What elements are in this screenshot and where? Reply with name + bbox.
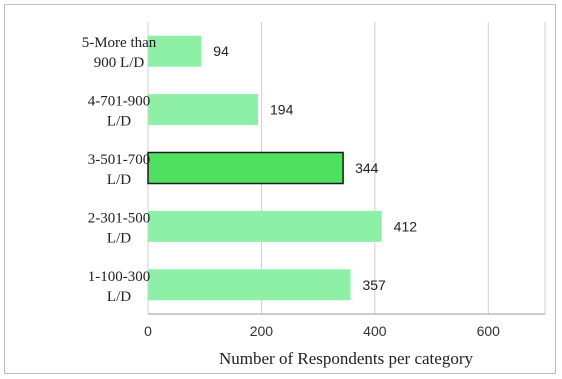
chart-frame [4, 4, 556, 374]
bar-value-label: 344 [355, 160, 379, 176]
y-category-label: 4-701-900 [88, 94, 151, 110]
bar-value-label: 94 [213, 43, 229, 59]
y-category-label: 3-501-700 [88, 152, 151, 168]
x-axis-title: Number of Respondents per category [219, 349, 473, 368]
x-tick-label: 600 [477, 323, 501, 339]
bar-value-label: 357 [362, 277, 386, 293]
x-tick-label: 0 [144, 323, 152, 339]
x-tick-label: 200 [250, 323, 274, 339]
bar [147, 151, 344, 185]
y-category-label: 900 L/D [94, 55, 145, 71]
bar [148, 210, 382, 242]
y-category-label: 1-100-300 [88, 269, 151, 285]
x-tick-label: 400 [363, 323, 387, 339]
bar [148, 35, 202, 67]
bar-value-label: 194 [270, 102, 294, 118]
bar-value-label: 412 [394, 218, 418, 234]
y-category-label: L/D [107, 172, 131, 188]
gridlines [147, 22, 546, 315]
y-category-label: L/D [107, 114, 131, 130]
bar [148, 269, 351, 301]
y-category-label: L/D [107, 230, 131, 246]
y-category-label: L/D [107, 289, 131, 305]
y-category-label: 2-301-500 [88, 210, 151, 226]
bar [148, 94, 259, 126]
bars [147, 35, 382, 301]
y-category-label: 5-More than [82, 35, 157, 51]
labels: 0 200 400 600 94 5-More than 900 L/D 194 4-701-9… [82, 35, 500, 339]
